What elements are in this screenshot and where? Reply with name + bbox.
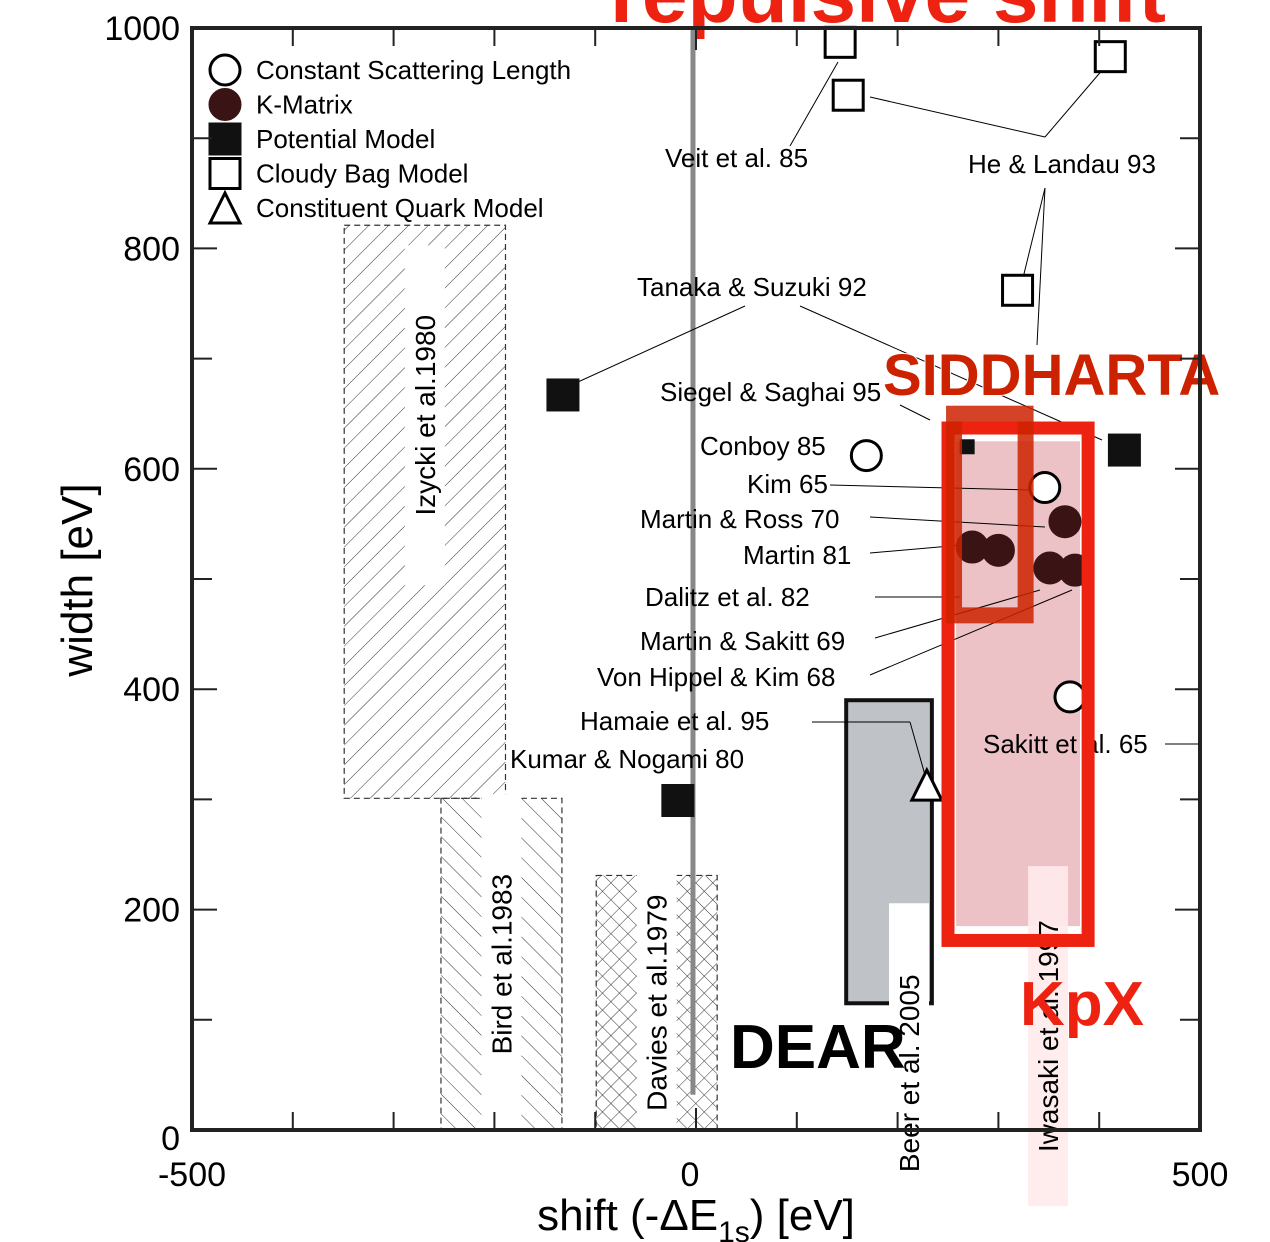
annotation: Kumar & Nogami 80 xyxy=(510,744,744,774)
y-axis-label: width [eV] xyxy=(53,483,102,677)
legend-marker xyxy=(208,53,242,87)
x-tick-label: -500 xyxy=(158,1156,226,1194)
annotation: Kim 65 xyxy=(747,469,828,499)
region-label: Izycki et al.1980 xyxy=(410,315,441,516)
region-label: Beer et al. 2005 xyxy=(894,974,925,1172)
box-label: KpX xyxy=(1020,970,1144,1039)
leader-line xyxy=(1021,187,1046,283)
leader-line xyxy=(829,484,1031,491)
annotation: Siegel & Saghai 95 xyxy=(660,377,881,407)
annotation: Martin & Sakitt 69 xyxy=(640,626,845,656)
marker xyxy=(1028,471,1062,505)
x-tick-label: 0 xyxy=(681,1156,700,1194)
annotation: Sakitt et al. 65 xyxy=(983,729,1148,759)
x-axis-label-part: shift (-ΔE xyxy=(537,1191,718,1240)
annotation: Tanaka & Suzuki 92 xyxy=(637,272,867,302)
annotation: Veit et al. 85 xyxy=(665,143,808,173)
leader-line xyxy=(899,404,931,421)
marker xyxy=(981,533,1015,567)
y-tick-label: 800 xyxy=(123,230,180,268)
annotation: Dalitz et al. 82 xyxy=(645,582,810,612)
leader-line xyxy=(789,61,839,147)
legend-label: Potential Model xyxy=(256,124,435,154)
annotation: Von Hippel & Kim 68 xyxy=(597,662,835,692)
marker xyxy=(1053,680,1087,714)
x-axis-label-part: ) [eV] xyxy=(750,1191,855,1240)
marker xyxy=(1001,273,1035,307)
annotation: Martin & Ross 70 xyxy=(640,504,839,534)
leader-line xyxy=(1044,67,1105,138)
region-label: Iwasaki et al. 1997 xyxy=(1033,920,1064,1152)
annotation: Conboy 85 xyxy=(700,431,826,461)
y-tick-label: 200 xyxy=(123,892,180,930)
x-tick-label: 500 xyxy=(1172,1156,1229,1194)
marker xyxy=(823,25,857,59)
leader-line xyxy=(909,721,926,776)
legend-marker xyxy=(208,157,242,190)
x-axis-label: shift (-ΔE1s) [eV] xyxy=(537,1191,855,1242)
marker xyxy=(909,766,945,802)
annotation: Martin 81 xyxy=(743,540,851,570)
chart-title: repulsive shift xyxy=(610,0,1166,40)
region-label-bg xyxy=(1028,866,1069,1207)
marker xyxy=(1107,433,1141,467)
region-label-bg xyxy=(889,903,930,1242)
region-label: Bird et al.1983 xyxy=(486,874,517,1055)
legend-marker xyxy=(208,88,242,121)
y-tick-label: 400 xyxy=(123,671,180,709)
marker xyxy=(546,378,580,412)
region-label-bg xyxy=(481,794,522,1135)
legend-marker xyxy=(208,122,242,156)
box xyxy=(946,405,1034,624)
legend-label: K-Matrix xyxy=(256,90,353,120)
marker xyxy=(1093,40,1127,74)
y-tick-label: 1000 xyxy=(104,10,180,48)
x-axis-label-sub: 1s xyxy=(718,1216,750,1242)
region-label-bg xyxy=(404,245,445,586)
legend-marker xyxy=(207,189,243,225)
region-label: Davies et al.1979 xyxy=(642,895,673,1111)
marker xyxy=(831,78,865,112)
leader-line xyxy=(869,589,1073,676)
marker xyxy=(959,439,975,455)
annotation: He & Landau 93 xyxy=(968,149,1156,179)
leader-line xyxy=(577,305,746,383)
overlay-label: DEAR xyxy=(730,1013,906,1082)
leader-line xyxy=(799,305,1103,441)
legend-label: Cloudy Bag Model xyxy=(256,159,468,189)
annotation: Hamaie et al. 95 xyxy=(580,706,769,736)
y-tick-label: 0 xyxy=(161,1120,180,1158)
leader-line xyxy=(1036,187,1046,346)
leader-line xyxy=(869,96,1046,138)
legend-label: Constituent Quark Model xyxy=(256,193,544,223)
marker xyxy=(849,439,883,473)
box-label: SIDDHARTA xyxy=(883,343,1220,408)
region-label-bg xyxy=(636,832,677,1173)
legend-label: Constant Scattering Length xyxy=(256,55,571,85)
y-tick-label: 600 xyxy=(123,451,180,489)
marker xyxy=(1048,505,1082,539)
marker xyxy=(661,784,695,818)
